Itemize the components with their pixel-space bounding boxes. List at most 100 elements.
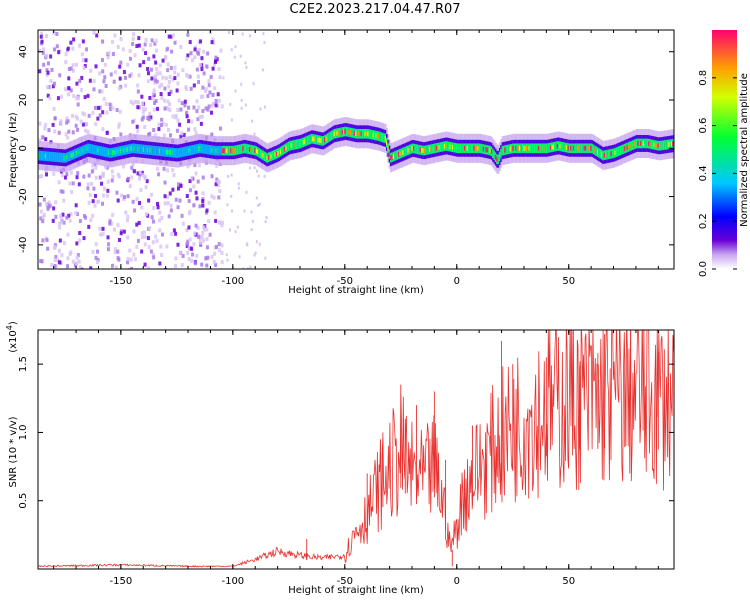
noise-cell (226, 258, 229, 262)
ridge-peak (199, 145, 202, 151)
ridge-core (239, 144, 242, 155)
noise-cell (62, 198, 66, 203)
ridge-peak (149, 147, 152, 153)
ridge-core (394, 151, 397, 161)
ridge-core (326, 133, 329, 143)
ridge-core (121, 145, 124, 156)
ridge-peak (248, 146, 251, 152)
noise-cell (114, 70, 118, 75)
ridge-core (209, 145, 212, 155)
noise-cell (176, 108, 180, 113)
noise-cell (244, 61, 247, 65)
noise-cell (106, 235, 110, 240)
noise-cell (194, 223, 198, 228)
ridge-peak (656, 142, 659, 148)
ridge-core (592, 144, 595, 155)
ridge-core (613, 148, 616, 159)
noise-cell (187, 225, 191, 230)
noise-cell (255, 196, 258, 200)
noise-cell (198, 204, 202, 209)
noise-cell (158, 63, 162, 68)
noise-cell (39, 209, 43, 214)
noise-cell (88, 193, 92, 198)
noise-cell (71, 130, 75, 135)
noise-cell (131, 119, 135, 124)
noise-cell (207, 200, 211, 205)
noise-cell (46, 206, 50, 211)
noise-cell (101, 201, 105, 206)
noise-cell (176, 205, 180, 210)
noise-cell (39, 34, 43, 39)
noise-cell (234, 45, 237, 49)
noise-cell (59, 121, 63, 126)
ridge-core (101, 146, 104, 157)
noise-cell (91, 213, 95, 218)
ridge-peak (411, 146, 414, 151)
noise-cell (92, 186, 96, 191)
noise-cell (93, 203, 97, 208)
bottom-y-tick-label: 1.5 (18, 356, 29, 372)
ridge-peak (375, 133, 378, 138)
noise-cell (252, 81, 255, 85)
ridge-core (529, 143, 532, 154)
noise-cell (148, 95, 152, 100)
bottom-x-tick-label: -100 (221, 576, 244, 587)
ridge-core (181, 147, 184, 157)
noise-cell (220, 223, 224, 228)
noise-cell (167, 102, 171, 107)
ridge-peak (343, 129, 346, 135)
noise-cell (152, 219, 156, 224)
noise-cell (152, 88, 156, 93)
noise-cell (210, 103, 214, 108)
ridge-core (60, 152, 63, 163)
noise-cell (165, 168, 169, 173)
ridge-core (470, 143, 473, 154)
ridge-peak (474, 145, 477, 151)
ridge-peak (614, 150, 617, 156)
ridge-core (441, 142, 444, 152)
ridge-core (455, 143, 458, 153)
noise-cell (134, 99, 138, 104)
ridge-core (615, 147, 618, 157)
ridge-core (224, 145, 227, 156)
ridge-peak (277, 150, 280, 156)
noise-cell (118, 64, 122, 69)
noise-cell (190, 258, 194, 263)
noise-cell (38, 138, 42, 143)
ridge-core (533, 143, 536, 154)
noise-cell (67, 213, 71, 218)
noise-cell (216, 103, 220, 108)
ridge-core (598, 148, 601, 158)
noise-cell (214, 182, 218, 187)
noise-cell (110, 169, 114, 174)
noise-cell (95, 260, 99, 265)
noise-cell (158, 228, 162, 233)
noise-cell (40, 259, 44, 264)
noise-cell (93, 105, 97, 110)
noise-cell (101, 172, 105, 177)
noise-cell (96, 199, 100, 204)
noise-cell (78, 219, 82, 224)
ridge-core (50, 151, 53, 162)
ridge-peak (486, 147, 489, 153)
noise-cell (71, 46, 75, 51)
ridge-core (162, 146, 165, 157)
noise-cell (69, 88, 73, 93)
noise-cell (166, 201, 170, 206)
ridge-peak (559, 143, 562, 149)
ridge-core (527, 143, 530, 154)
noise-cell (47, 200, 51, 205)
noise-cell (195, 196, 199, 201)
noise-cell (80, 88, 84, 93)
ridge-core (450, 142, 453, 152)
ridge-peak (274, 152, 277, 157)
noise-cell (89, 218, 93, 223)
bottom-x-tick-label: -150 (110, 576, 133, 587)
noise-cell (54, 214, 58, 219)
ridge-peak (626, 145, 629, 150)
noise-cell (180, 213, 184, 218)
noise-cell (190, 246, 194, 251)
noise-cell (207, 78, 211, 83)
noise-cell (206, 51, 210, 56)
noise-cell (143, 242, 147, 247)
